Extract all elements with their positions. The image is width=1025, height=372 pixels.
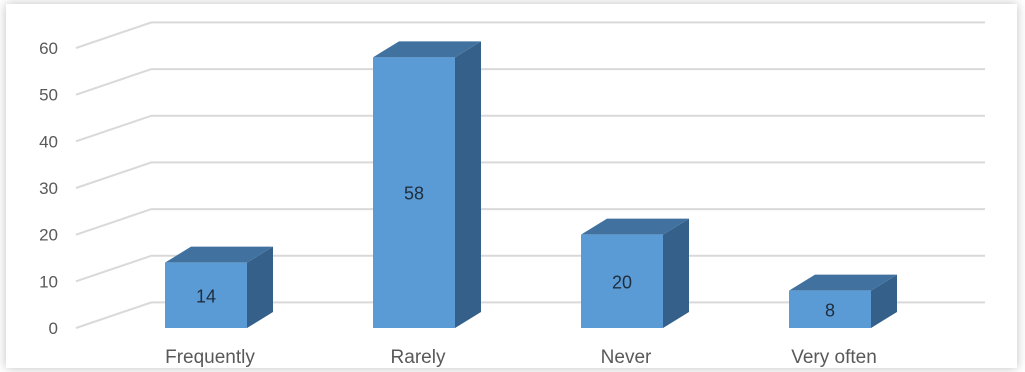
data-label: 14 bbox=[196, 286, 216, 306]
y-tick-label: 0 bbox=[49, 319, 58, 338]
bar-top-face bbox=[373, 41, 481, 58]
x-axis-category-labels: Frequently Rarely Never Very often bbox=[165, 347, 877, 368]
bar-side-face bbox=[455, 41, 481, 328]
y-tick-label: 40 bbox=[39, 132, 58, 151]
x-category-label: Very often bbox=[791, 347, 877, 368]
bar-top-face bbox=[789, 274, 897, 291]
y-tick-label: 50 bbox=[39, 86, 58, 105]
gridline bbox=[75, 21, 985, 49]
x-category-label: Never bbox=[601, 347, 652, 368]
gridline bbox=[75, 208, 985, 236]
bar-side-face bbox=[247, 246, 273, 328]
bar bbox=[165, 246, 273, 328]
gridline bbox=[75, 301, 985, 329]
gridline bbox=[75, 68, 985, 96]
bar-top-face bbox=[581, 218, 689, 235]
gridline bbox=[75, 161, 985, 189]
bar-top-face bbox=[165, 246, 273, 263]
y-tick-label: 60 bbox=[39, 39, 58, 58]
data-label: 8 bbox=[825, 300, 835, 320]
gridline bbox=[75, 254, 985, 283]
y-tick-label: 30 bbox=[39, 179, 58, 198]
bar-side-face bbox=[871, 274, 897, 328]
bar-front-face bbox=[373, 57, 455, 328]
y-axis-tick-labels: 0 10 20 30 40 50 60 bbox=[39, 39, 58, 338]
bar bbox=[789, 274, 897, 328]
bar-front-face bbox=[789, 290, 871, 328]
bar-side-face bbox=[663, 218, 689, 328]
data-label: 20 bbox=[612, 272, 632, 292]
gridlines bbox=[75, 21, 985, 329]
y-tick-label: 10 bbox=[39, 272, 58, 291]
gridline bbox=[75, 114, 985, 143]
x-category-label: Frequently bbox=[165, 347, 255, 368]
x-category-label: Rarely bbox=[391, 347, 446, 368]
data-labels: 14 58 20 8 bbox=[196, 184, 835, 321]
bar bbox=[581, 218, 689, 328]
bar-front-face bbox=[581, 234, 663, 328]
y-tick-label: 20 bbox=[39, 226, 58, 245]
bar-front-face bbox=[165, 262, 247, 328]
bar bbox=[373, 41, 481, 328]
data-label: 58 bbox=[404, 184, 424, 204]
bars bbox=[165, 41, 897, 328]
